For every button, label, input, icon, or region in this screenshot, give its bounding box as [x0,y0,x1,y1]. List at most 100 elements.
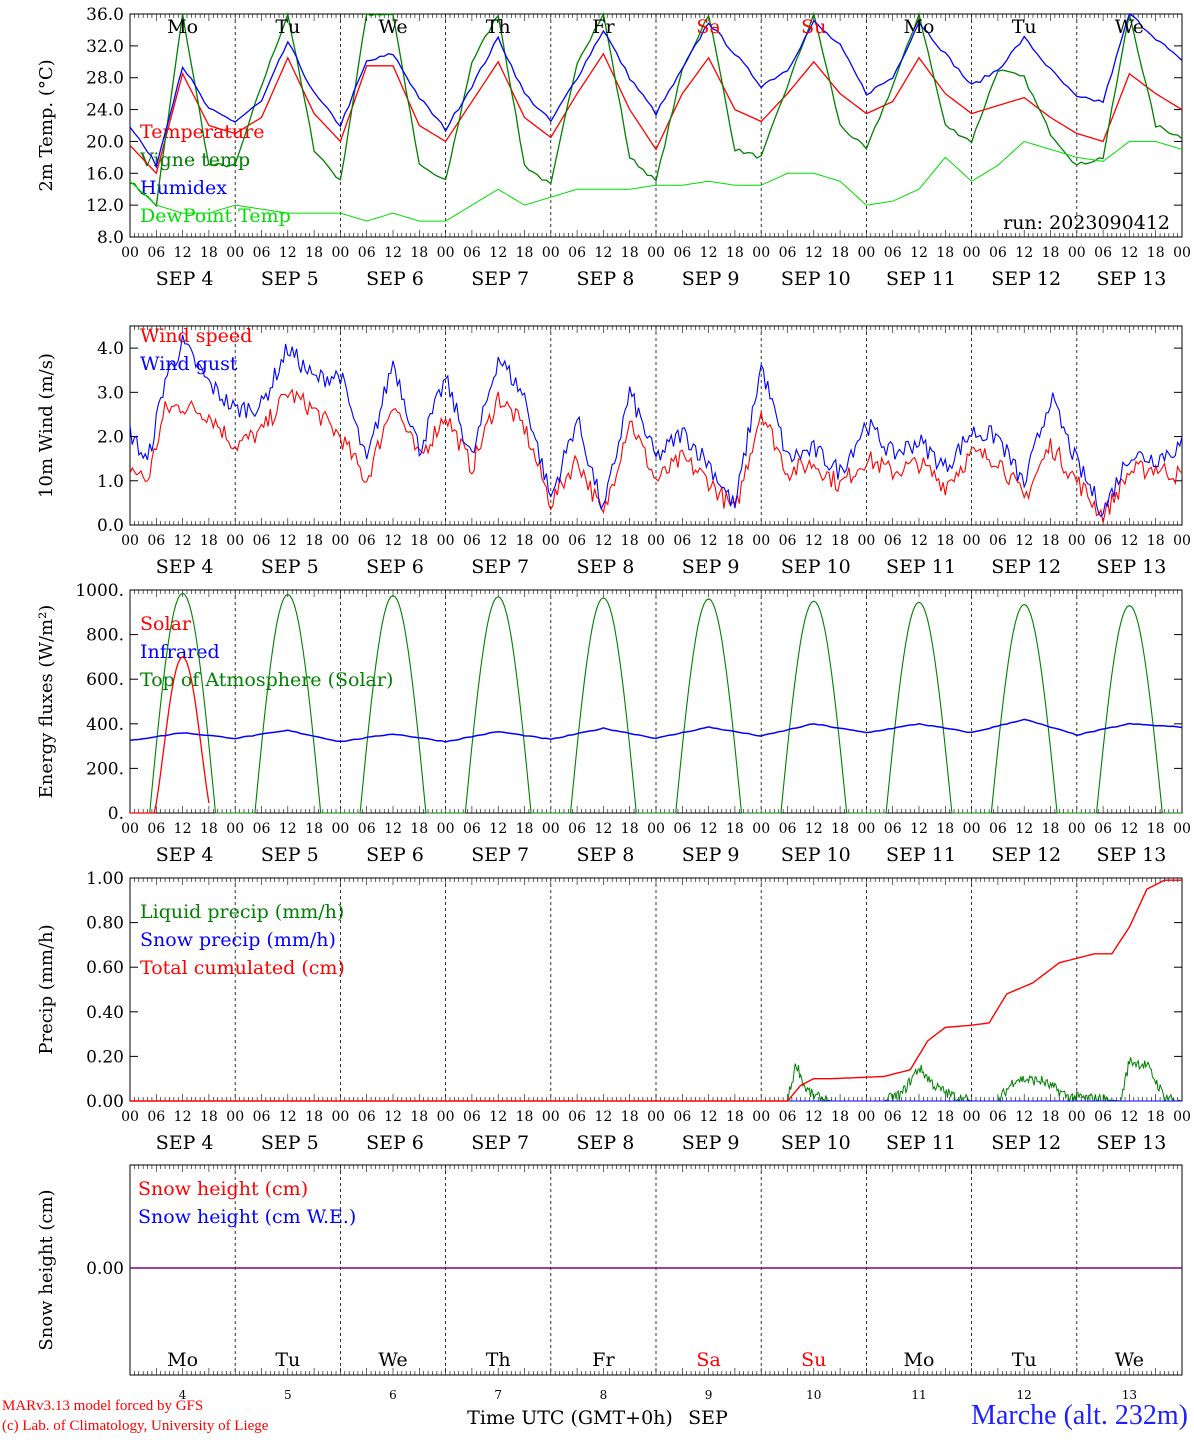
hour-tick-label: 06 [673,533,691,549]
series-line-toa-solar [130,592,1182,814]
legend-entry: DewPoint Temp [140,205,291,227]
hour-tick-label: 18 [831,533,849,549]
hour-tick-label: 12 [489,1109,507,1125]
hour-tick-label: 06 [884,1109,902,1125]
hour-tick-label: 00 [437,821,455,837]
y-tick-label: 0.40 [86,1003,124,1023]
hour-tick-label: 12 [174,1109,192,1125]
series-line-total-cumulated [130,879,1182,1102]
legend-entry: Total cumulated (cm) [140,957,345,979]
hour-tick-label: 18 [200,245,218,261]
hour-tick-label: 18 [1147,245,1165,261]
hour-tick-label: 00 [1173,1109,1191,1125]
legend-entry: Snow precip (mm/h) [140,929,336,951]
date-label: SEP 6 [366,1132,424,1154]
hour-tick-label: 00 [857,1109,875,1125]
hour-tick-label: 06 [147,533,165,549]
date-label: SEP 12 [991,268,1061,290]
hour-tick-label: 18 [516,1109,534,1125]
hour-tick-label: 00 [226,1109,244,1125]
date-label: SEP 10 [781,268,851,290]
hour-tick-label: 00 [647,1109,665,1125]
hour-tick-label: 18 [726,245,744,261]
hour-tick-label: 00 [331,533,349,549]
date-label: SEP 4 [156,556,214,578]
y-tick-label: 2.0 [97,428,124,448]
hour-tick-label: 00 [857,533,875,549]
hour-tick-label: 00 [1068,821,1086,837]
hour-tick-label: 12 [1120,533,1138,549]
hour-tick-label: 18 [200,821,218,837]
hour-tick-label: 12 [384,533,402,549]
y-tick-label: 12.0 [86,196,124,216]
hour-tick-label: 18 [936,821,954,837]
hour-tick-label: 06 [358,821,376,837]
hour-tick-label: 06 [989,245,1007,261]
hour-tick-label: 00 [1068,1109,1086,1125]
weekday-label: Th [486,1349,511,1371]
y-tick-label: 36.0 [86,5,124,25]
weekday-label: Mo [167,16,198,38]
date-label: SEP 7 [471,268,529,290]
date-label: SEP 13 [1096,1132,1166,1154]
hour-tick-label: 12 [805,245,823,261]
date-label: SEP 11 [886,1132,956,1154]
hour-tick-label: 18 [831,245,849,261]
legend-entry: Humidex [140,177,227,199]
hour-tick-label: 00 [437,245,455,261]
hour-tick-label: 12 [174,821,192,837]
hour-tick-label: 00 [542,1109,560,1125]
series-line-temperature [129,52,1183,175]
day-number-label: 4 [179,1388,187,1402]
hour-tick-label: 12 [594,821,612,837]
hour-tick-label: 00 [121,821,139,837]
weekday-label: Th [486,16,511,38]
y-tick-label: 32.0 [86,37,124,57]
panel-4: 0.00 0.20 0.40 0.60 0.80 1.00 Precip (mm/h) 00 0… [36,869,1191,1154]
hour-tick-label: 06 [989,821,1007,837]
date-label: SEP 7 [471,844,529,866]
hour-tick-label: 06 [568,533,586,549]
legend-entry: Top of Atmosphere (Solar) [140,669,393,691]
hour-tick-label: 06 [253,533,271,549]
legend-entry: Snow height (cm) [138,1178,308,1200]
y-tick-label: 0.00 [86,1259,124,1279]
hour-tick-label: 12 [1015,533,1033,549]
legend-entry: Solar [140,613,192,635]
hour-tick-label: 18 [1042,1109,1060,1125]
hour-tick-label: 12 [700,1109,718,1125]
weekday-label: Mo [904,1349,935,1371]
y-axis-label: 2m Temp. (°C) [36,59,57,191]
hour-tick-label: 12 [594,245,612,261]
y-tick-label: 3.0 [97,383,124,403]
hour-tick-label: 18 [516,821,534,837]
hour-tick-label: 00 [963,245,981,261]
weekday-label: Su [801,1349,826,1371]
hour-tick-label: 12 [279,1109,297,1125]
hour-tick-label: 12 [594,1109,612,1125]
hour-tick-label: 06 [1094,1109,1112,1125]
hour-tick-label: 06 [884,821,902,837]
hour-tick-label: 18 [831,821,849,837]
hour-tick-label: 18 [936,533,954,549]
hour-tick-label: 12 [279,821,297,837]
hour-tick-label: 00 [857,821,875,837]
day-number-label: 12 [1017,1388,1032,1402]
hour-tick-label: 18 [831,1109,849,1125]
hour-tick-label: 00 [1173,533,1191,549]
hour-tick-label: 00 [121,245,139,261]
date-label: SEP 5 [261,844,319,866]
weekday-label: Sa [696,16,720,38]
weekday-label: Mo [167,1349,198,1371]
hour-tick-label: 12 [1015,245,1033,261]
hour-tick-label: 06 [989,1109,1007,1125]
hour-tick-label: 06 [1094,533,1112,549]
hour-tick-label: 06 [779,533,797,549]
weekday-label: We [378,16,407,38]
date-label: SEP 7 [471,1132,529,1154]
weekday-label: We [378,1349,407,1371]
hour-tick-label: 18 [200,1109,218,1125]
hour-tick-label: 00 [226,245,244,261]
hour-tick-label: 00 [647,245,665,261]
hour-tick-label: 18 [1042,533,1060,549]
